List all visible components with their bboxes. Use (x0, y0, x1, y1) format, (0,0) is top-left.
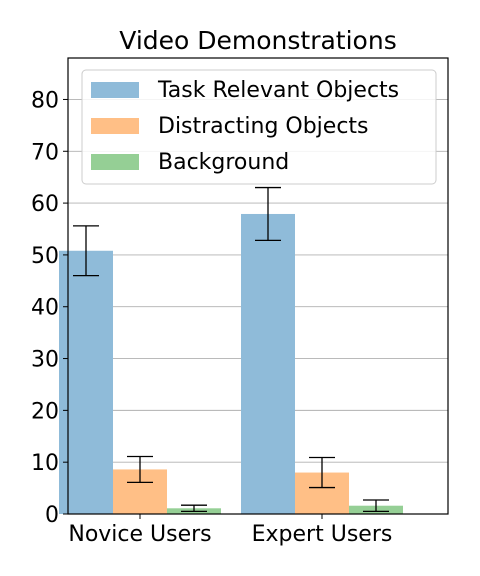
y-axis-ticks: 0 10 20 30 40 50 60 70 80 (31, 88, 68, 528)
legend-frame (81, 69, 437, 185)
y-tick-label: 0 (45, 503, 59, 528)
chart-title: Video Demonstrations (119, 26, 396, 55)
y-tick-label: 50 (31, 244, 59, 269)
y-tick-label: 20 (31, 399, 59, 424)
x-tick-label: Expert Users (252, 522, 393, 547)
y-tick-label: 10 (31, 451, 59, 476)
x-tick-label: Novice Users (68, 522, 211, 547)
legend-swatch (91, 82, 139, 98)
legend-swatch (91, 154, 139, 170)
plot-frame (67, 57, 449, 515)
legend-label: Task Relevant Objects (157, 78, 399, 103)
bar (241, 213, 295, 515)
legend-swatch (91, 118, 139, 134)
error-bars (73, 186, 389, 513)
x-axis-ticks: Novice Users Expert Users (68, 514, 392, 547)
legend: Task Relevant Objects Distracting Objects… (81, 69, 437, 185)
y-tick-label: 30 (31, 348, 59, 373)
legend-label: Background (158, 150, 289, 175)
y-tick-label: 40 (31, 296, 59, 321)
y-tick-label: 80 (31, 88, 59, 113)
y-tick-label: 60 (31, 192, 59, 217)
bar (59, 250, 113, 514)
y-tick-label: 70 (31, 140, 59, 165)
legend-label: Distracting Objects (158, 114, 369, 139)
